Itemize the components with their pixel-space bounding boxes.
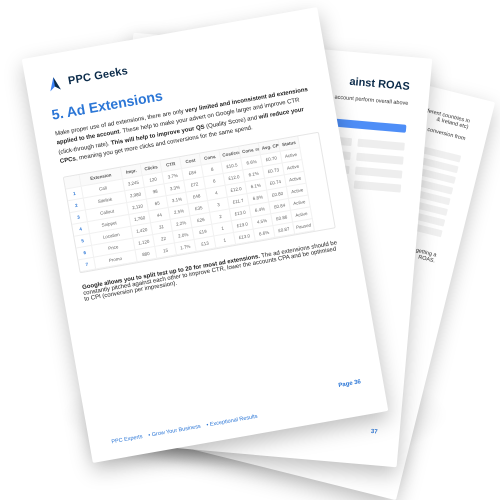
- logo-icon: [45, 75, 64, 94]
- p1-pagenum: Page 36: [338, 379, 361, 389]
- brand-name: PPC Geeks: [67, 65, 129, 87]
- p2-pagenum: 37: [371, 429, 378, 436]
- document-stack: different countries in & Ireland etc) in…: [0, 0, 500, 500]
